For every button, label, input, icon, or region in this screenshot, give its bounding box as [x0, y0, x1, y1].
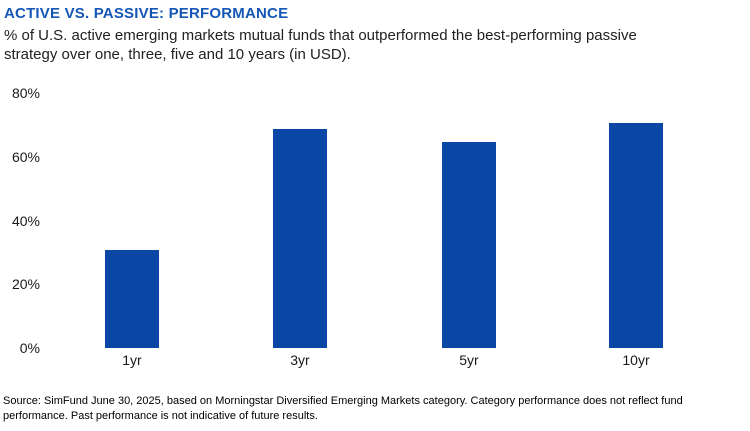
x-axis-label-10yr: 10yr	[622, 352, 650, 368]
y-axis-tick-80: 80%	[11, 85, 40, 101]
bar-chart-plot-area: 80% 60% 40% 20% 0%	[0, 85, 750, 356]
x-axis-label-5yr: 5yr	[459, 352, 479, 368]
x-axis-label-1yr: 1yr	[122, 352, 142, 368]
chart-title: ACTIVE VS. PASSIVE: PERFORMANCE	[4, 5, 289, 22]
y-axis-tick-60: 60%	[11, 149, 40, 165]
chart-subtitle-line1: % of U.S. active emerging markets mutual…	[4, 27, 637, 44]
source-note-line2: performance. Past performance is not ind…	[3, 410, 318, 422]
x-axis-label-3yr: 3yr	[290, 352, 310, 368]
y-axis-tick-40: 40%	[11, 212, 40, 229]
chart-subtitle-line2: strategy over one, three, five and 10 ye…	[4, 46, 351, 63]
bar-3yr	[273, 129, 327, 348]
bar-1yr	[105, 250, 159, 348]
y-axis-tick-0: 0%	[19, 339, 40, 356]
x-axis: 1yr 3yr 5yr 10yr	[0, 352, 750, 374]
source-note: Source: SimFund June 30, 2025, based on …	[3, 394, 748, 424]
bar-5yr	[442, 142, 496, 348]
source-note-line1: Source: SimFund June 30, 2025, based on …	[3, 395, 683, 407]
chart-subtitle: % of U.S. active emerging markets mutual…	[0, 22, 750, 64]
bar-10yr	[609, 123, 663, 348]
y-axis-tick-20: 20%	[11, 276, 40, 292]
